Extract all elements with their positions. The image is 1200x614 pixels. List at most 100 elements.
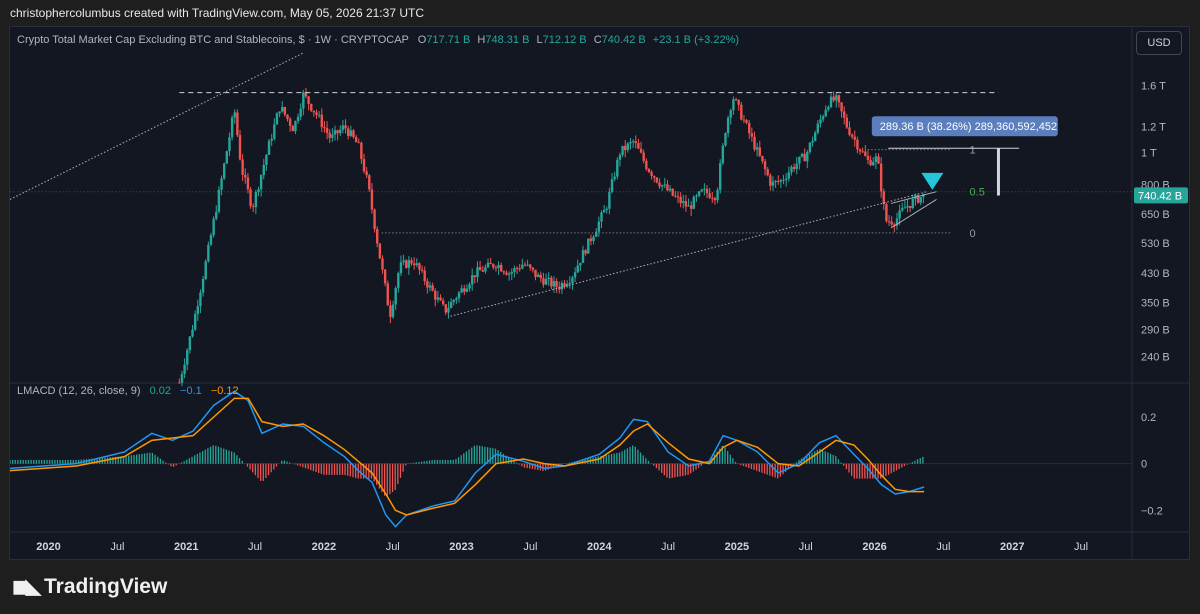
tradingview-logo-icon: ◼◣ [12, 576, 41, 598]
time-tick-label: Jul [1074, 541, 1088, 553]
candle-body [320, 114, 324, 128]
candle-body [608, 191, 611, 209]
candle-body [600, 212, 603, 222]
time-tick-label: 2024 [587, 541, 612, 553]
currency-button[interactable]: USD [1136, 31, 1182, 55]
candle-body [908, 206, 912, 208]
symbol-title: Crypto Total Market Cap Excluding BTC an… [17, 34, 409, 46]
candle-body [460, 288, 463, 293]
candle-body [660, 185, 664, 187]
candle-body [270, 138, 273, 141]
candle-body [734, 99, 738, 101]
macd-hist-value: 0.02 [149, 385, 171, 397]
candle-body [238, 135, 242, 160]
price-axis-bg [1132, 27, 1189, 559]
candle-body [674, 195, 677, 197]
candle-body [745, 120, 748, 123]
candle-body [265, 154, 268, 165]
candle-body [552, 281, 556, 287]
time-tick-label: 2023 [449, 541, 473, 553]
candle-body [700, 189, 703, 192]
macd-legend: LMACD (12, 26, close, 9) 0.02 −0.1 −0.12 [17, 385, 239, 397]
candle-body [827, 106, 830, 110]
candle-body [420, 269, 424, 271]
candle-body [209, 235, 213, 245]
candle-body [304, 92, 308, 97]
candle-body [310, 103, 313, 111]
candle-body [589, 238, 593, 241]
macd-histogram [10, 445, 924, 497]
candle-body [737, 99, 740, 105]
candle-body [687, 205, 690, 207]
candle-body [592, 236, 595, 241]
candle-body [389, 305, 392, 317]
candle-body [281, 107, 284, 112]
tradingview-logo[interactable]: ◼◣ TradingView [12, 574, 167, 599]
candle-body [426, 281, 429, 288]
candle-body [663, 184, 667, 186]
candle-body [703, 188, 706, 190]
candle-body [254, 191, 258, 208]
candle-body [761, 155, 764, 162]
candle-body [286, 114, 289, 120]
chart-panel[interactable]: 1 0.5 0 289.36 B (38.26%) 289,360,592,452 1.… [9, 26, 1190, 560]
chart-svg[interactable]: 1 0.5 0 289.36 B (38.26%) 289,360,592,452 1.… [10, 27, 1190, 560]
candle-body [898, 210, 901, 219]
candle-body [193, 313, 197, 330]
candle-body [383, 269, 387, 284]
candle-body [729, 110, 732, 118]
time-tick-label: 2022 [312, 541, 336, 553]
candle-body [368, 175, 371, 190]
candle-body [513, 268, 516, 273]
candle-body [529, 264, 532, 268]
candle-body [613, 176, 616, 180]
fib-05-label: 0.5 [970, 187, 985, 199]
candle-body [705, 188, 709, 194]
time-tick-label: 2025 [725, 541, 749, 553]
candle-body [750, 133, 754, 137]
candle-body [816, 123, 820, 133]
candle-body [376, 229, 379, 244]
time-tick-label: Jul [799, 541, 813, 553]
candle-body [885, 204, 888, 222]
candle-body [848, 127, 851, 135]
candle-body [217, 189, 221, 212]
last-price-tag [1134, 187, 1188, 204]
candle-body [571, 277, 574, 283]
candle-body [386, 283, 389, 306]
candle-body [341, 125, 345, 130]
candle-body [515, 268, 519, 270]
price-tick-label: 1.6 T [1141, 80, 1166, 92]
candle-body [339, 129, 342, 134]
candle-body [563, 283, 566, 287]
candle-body [877, 156, 880, 164]
candle-body [315, 112, 318, 115]
candle-body [183, 364, 186, 375]
candle-body [872, 162, 875, 166]
candle-body [573, 272, 577, 278]
candle-body [576, 265, 579, 273]
candle-body [748, 122, 751, 134]
candle-body [296, 116, 300, 122]
candle-body [653, 176, 656, 178]
candle-body [215, 211, 218, 219]
open-label: O [417, 34, 427, 46]
candle-body [618, 154, 622, 160]
candle-body [360, 142, 363, 160]
candle-body [436, 297, 440, 300]
candle-body [405, 260, 408, 268]
candle-body [581, 250, 585, 263]
candle-body [402, 260, 405, 263]
time-tick-label: Jul [386, 541, 400, 553]
candle-body [328, 132, 331, 138]
candle-body [278, 111, 281, 114]
candle-body [560, 283, 564, 290]
candle-body [542, 278, 545, 285]
candle-body [895, 218, 899, 226]
candle-body [465, 288, 469, 292]
lower-trendline [450, 191, 928, 317]
candle-body [288, 119, 292, 126]
change-value: +23.1 B (+3.22%) [652, 34, 740, 46]
candle-body [626, 143, 630, 151]
candle-body [610, 179, 614, 192]
